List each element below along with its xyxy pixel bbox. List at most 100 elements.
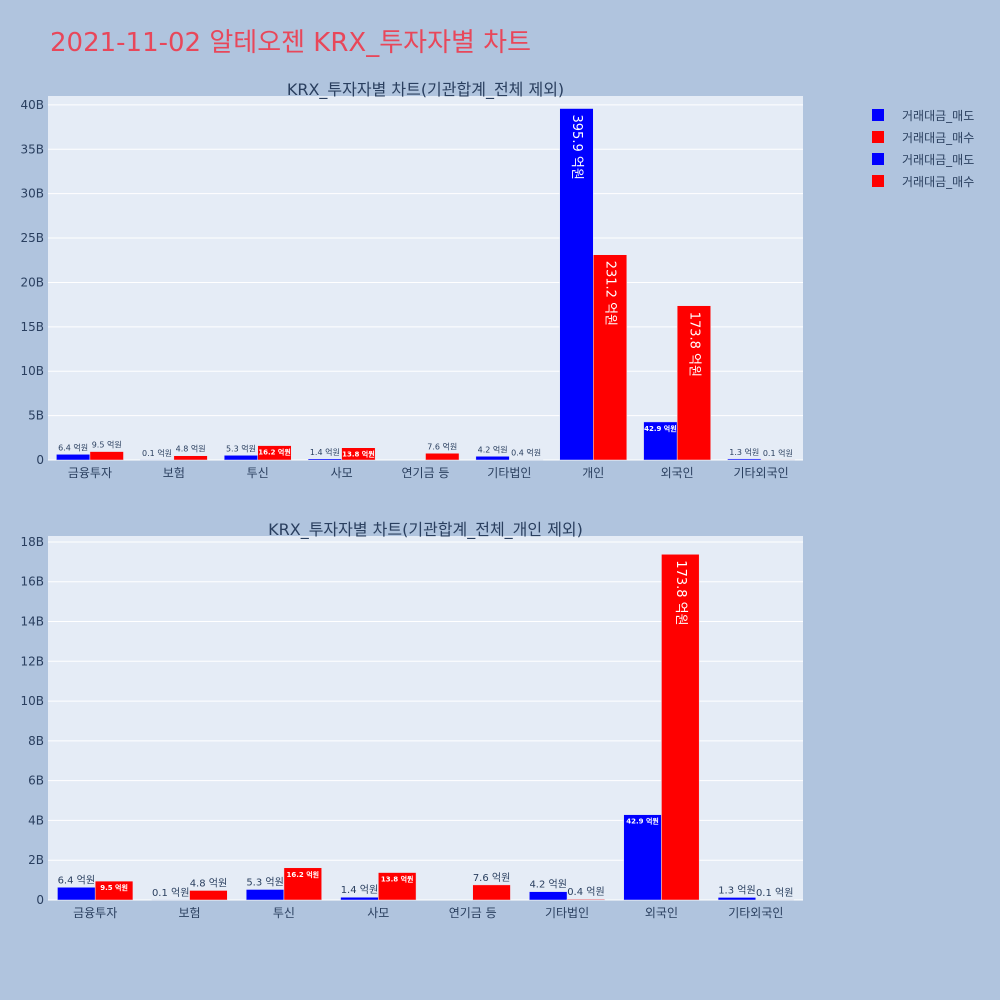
bar-sell[interactable] (529, 891, 568, 901)
bar-value-label: 0.1 억원 (756, 887, 793, 899)
bar-value-label: 0.4 억원 (511, 448, 541, 458)
y-tick-label: 20B (20, 275, 44, 289)
x-tick-label: 투신 (247, 466, 269, 480)
bar-sell[interactable] (307, 458, 342, 461)
bar-value-label: 0.4 억원 (567, 886, 604, 898)
bar-buy[interactable] (378, 872, 417, 901)
bar-buy[interactable] (257, 445, 292, 461)
bar-sell[interactable] (717, 897, 757, 901)
legend-item[interactable]: 거래대금_매수 (872, 126, 974, 148)
bar-buy[interactable] (425, 453, 460, 461)
bar-buy[interactable] (89, 451, 124, 461)
x-tick-label: 보험 (179, 906, 201, 920)
y-tick-label: 10B (20, 364, 44, 378)
bar-value-label: 1.3 억원 (718, 884, 755, 896)
y-tick-label: 15B (20, 320, 44, 334)
bar-value-label: 6.4 억원 (58, 442, 88, 452)
bar-value-label: 16.2 억원 (287, 870, 320, 879)
bar-value-label: 231.2 억원 (603, 261, 618, 326)
bar-value-label: 7.6 억원 (427, 441, 457, 451)
y-tick-label: 18B (20, 535, 44, 549)
x-tick-label: 사모 (367, 906, 389, 920)
bar-value-label: 173.8 억원 (686, 312, 701, 377)
y-tick-label: 0 (36, 453, 44, 467)
legend-swatch (872, 109, 884, 121)
x-tick-label: 개인 (582, 466, 604, 480)
y-tick-label: 0 (36, 893, 44, 907)
bar-buy[interactable] (341, 447, 376, 461)
y-tick-label: 12B (20, 654, 44, 668)
bar-value-label: 5.3 억원 (246, 876, 283, 888)
x-tick-label: 기타외국인 (733, 466, 788, 480)
bar-buy[interactable] (173, 455, 208, 461)
x-tick-label: 기타법인 (545, 906, 589, 920)
bar-value-label: 16.2 억원 (258, 448, 291, 457)
chart-investor-bottom: KRX_투자자별 차트(기관합계_전체_개인 제외) 0 2B 4B 6B 8B 10B 12… (20, 520, 803, 920)
bar-value-label: 395.9 억원 (569, 115, 584, 180)
legend-label: 거래대금_매수 (902, 174, 975, 189)
bar-sell[interactable] (727, 458, 762, 461)
bar-sell[interactable] (57, 887, 96, 901)
y-tick-label: 40B (20, 98, 44, 112)
bar-sell[interactable] (56, 454, 91, 461)
legend-label: 거래대금_매수 (902, 130, 975, 145)
bar-buy[interactable] (283, 867, 322, 901)
bar-sell[interactable] (475, 456, 510, 461)
x-tick-label: 연기금 등 (402, 466, 450, 480)
y-tick-label: 35B (20, 142, 44, 156)
y-tick-label: 14B (20, 615, 44, 629)
bar-value-label: 7.6 억원 (473, 872, 510, 884)
bar-value-label: 1.4 억원 (310, 447, 340, 457)
chart-title: KRX_투자자별 차트(기관합계_전체 제외) (287, 80, 564, 100)
bar-value-label: 4.2 억원 (478, 444, 508, 454)
x-tick-label: 기타외국인 (728, 906, 783, 920)
bar-value-label: 5.3 억원 (226, 443, 256, 453)
x-tick-label: 연기금 등 (449, 906, 497, 920)
bar-value-label: 42.9 억원 (626, 817, 659, 826)
bar-buy[interactable] (94, 880, 134, 901)
bar-value-label: 4.2 억원 (529, 879, 566, 891)
chart-title: KRX_투자자별 차트(기관합계_전체_개인 제외) (268, 520, 583, 540)
legend-swatch (872, 131, 884, 143)
page-title: 2021-11-02 알테오젠 KRX_투자자별 차트 (50, 28, 532, 58)
bar-sell[interactable] (623, 814, 662, 901)
y-tick-label: 30B (20, 187, 44, 201)
bar-buy[interactable] (593, 254, 628, 461)
y-tick-label: 25B (20, 231, 44, 245)
legend-swatch (872, 153, 884, 165)
bar-value-label: 1.3 억원 (729, 447, 759, 457)
bar-sell[interactable] (340, 896, 379, 901)
y-tick-label: 2B (28, 853, 44, 867)
bar-value-label: 1.4 억원 (341, 884, 378, 896)
x-tick-label: 보험 (163, 466, 185, 480)
legend-item[interactable]: 거래대금_매수 (872, 170, 974, 192)
bar-value-label: 42.9 억원 (644, 424, 677, 433)
bar-value-label: 9.5 억원 (92, 440, 122, 450)
legend-item[interactable]: 거래대금_매도 (872, 104, 974, 126)
bar-sell[interactable] (643, 421, 678, 461)
legend-item[interactable]: 거래대금_매도 (872, 148, 974, 170)
y-tick-label: 8B (28, 734, 44, 748)
bar-buy[interactable] (566, 898, 606, 901)
bar-buy[interactable] (472, 884, 511, 901)
bar-sell[interactable] (223, 455, 258, 461)
legend: 거래대금_매도 거래대금_매수 거래대금_매도 거래대금_매수 (872, 104, 974, 192)
y-tick-label: 16B (20, 575, 44, 589)
chart-investor-top: KRX_투자자별 차트(기관합계_전체 제외) 0 5B 10B 15B 20B 25B 30… (20, 80, 803, 480)
bar-value-label: 6.4 억원 (58, 874, 95, 886)
x-tick-label: 사모 (331, 466, 353, 480)
bar-sell[interactable] (245, 889, 285, 901)
bar-buy[interactable] (676, 305, 711, 461)
x-tick-label: 투신 (273, 906, 295, 920)
bar-value-label: 0.1 억원 (152, 887, 189, 899)
y-tick-label: 4B (28, 813, 44, 827)
bar-value-label: 0.1 억원 (763, 448, 793, 458)
legend-label: 거래대금_매도 (902, 152, 975, 167)
bar-value-label: 4.8 억원 (176, 444, 206, 454)
bar-value-label: 0.1 억원 (142, 448, 172, 458)
x-tick-label: 기타법인 (487, 466, 531, 480)
bar-buy[interactable] (661, 554, 700, 901)
bar-buy[interactable] (189, 890, 228, 901)
bar-value-label: 9.5 억원 (100, 883, 128, 892)
x-tick-label: 금융투자 (73, 906, 117, 920)
